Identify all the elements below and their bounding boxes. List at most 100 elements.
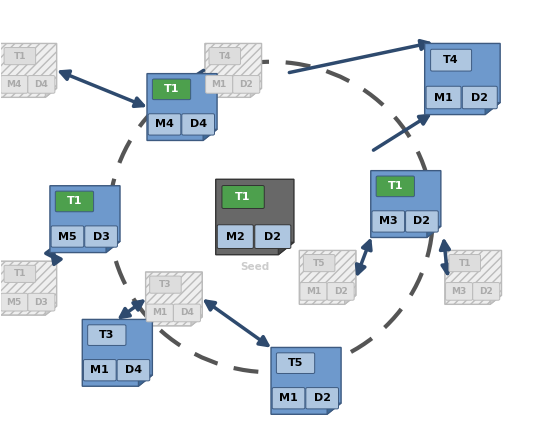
- FancyBboxPatch shape: [173, 304, 201, 322]
- Polygon shape: [345, 295, 356, 304]
- FancyBboxPatch shape: [150, 276, 181, 293]
- FancyBboxPatch shape: [55, 191, 94, 212]
- Text: M5: M5: [7, 298, 22, 307]
- FancyBboxPatch shape: [272, 388, 305, 409]
- FancyBboxPatch shape: [4, 265, 36, 283]
- Text: T1: T1: [67, 197, 82, 207]
- FancyBboxPatch shape: [233, 76, 260, 93]
- FancyBboxPatch shape: [146, 304, 173, 322]
- FancyBboxPatch shape: [304, 254, 335, 272]
- Polygon shape: [46, 88, 57, 97]
- Polygon shape: [425, 43, 500, 115]
- Text: M1: M1: [434, 92, 453, 102]
- FancyBboxPatch shape: [205, 76, 233, 93]
- Polygon shape: [427, 226, 441, 237]
- Polygon shape: [0, 43, 57, 97]
- Text: M2: M2: [226, 232, 244, 242]
- FancyBboxPatch shape: [1, 76, 28, 93]
- FancyBboxPatch shape: [300, 283, 327, 300]
- Text: M4: M4: [7, 80, 22, 89]
- Text: M3: M3: [379, 217, 398, 227]
- FancyBboxPatch shape: [28, 76, 55, 93]
- FancyBboxPatch shape: [255, 225, 291, 249]
- FancyBboxPatch shape: [117, 359, 150, 381]
- FancyBboxPatch shape: [376, 176, 415, 197]
- Text: T1: T1: [164, 84, 179, 94]
- Polygon shape: [327, 403, 341, 414]
- Polygon shape: [82, 319, 152, 386]
- FancyBboxPatch shape: [473, 283, 500, 300]
- Polygon shape: [445, 250, 501, 304]
- Text: D2: D2: [240, 80, 253, 89]
- FancyBboxPatch shape: [51, 226, 84, 247]
- Text: D4: D4: [190, 119, 207, 129]
- Text: T1: T1: [459, 259, 471, 268]
- Polygon shape: [50, 186, 120, 253]
- FancyBboxPatch shape: [152, 79, 191, 100]
- Text: T5: T5: [313, 259, 325, 268]
- FancyBboxPatch shape: [182, 114, 215, 135]
- Polygon shape: [371, 171, 441, 237]
- Polygon shape: [138, 375, 152, 386]
- FancyBboxPatch shape: [148, 114, 181, 135]
- Polygon shape: [191, 317, 202, 326]
- FancyBboxPatch shape: [4, 48, 36, 65]
- FancyBboxPatch shape: [28, 293, 55, 311]
- Text: T1: T1: [14, 270, 26, 278]
- Text: T1: T1: [388, 181, 403, 191]
- Text: T1: T1: [235, 192, 251, 202]
- FancyBboxPatch shape: [426, 86, 461, 109]
- FancyBboxPatch shape: [88, 325, 126, 345]
- Text: Seed: Seed: [240, 263, 269, 273]
- Text: T3: T3: [99, 330, 114, 340]
- Text: M1: M1: [211, 80, 227, 89]
- Text: M1: M1: [279, 393, 298, 403]
- Polygon shape: [146, 272, 202, 326]
- Polygon shape: [106, 241, 120, 253]
- FancyBboxPatch shape: [1, 293, 28, 311]
- Text: D2: D2: [334, 287, 347, 296]
- Text: D4: D4: [125, 365, 142, 375]
- Text: T4: T4: [443, 55, 459, 65]
- Text: M5: M5: [58, 231, 77, 242]
- Polygon shape: [271, 348, 341, 414]
- Text: D4: D4: [35, 80, 48, 89]
- Text: M1: M1: [152, 309, 167, 317]
- Text: T5: T5: [288, 358, 303, 368]
- Text: M3: M3: [451, 287, 467, 296]
- Polygon shape: [203, 129, 217, 141]
- Text: D2: D2: [264, 232, 281, 242]
- Polygon shape: [250, 88, 262, 97]
- FancyBboxPatch shape: [462, 86, 497, 109]
- Polygon shape: [205, 43, 262, 97]
- FancyBboxPatch shape: [372, 211, 405, 232]
- Text: D3: D3: [35, 298, 48, 307]
- Text: D2: D2: [314, 393, 331, 403]
- FancyBboxPatch shape: [85, 226, 118, 247]
- FancyBboxPatch shape: [276, 353, 315, 374]
- Text: D2: D2: [479, 287, 493, 296]
- Text: T1: T1: [14, 52, 26, 61]
- Polygon shape: [278, 242, 294, 255]
- Text: D2: D2: [472, 92, 488, 102]
- FancyBboxPatch shape: [217, 225, 253, 249]
- Polygon shape: [216, 179, 294, 255]
- FancyBboxPatch shape: [209, 48, 241, 65]
- FancyBboxPatch shape: [449, 254, 481, 272]
- Polygon shape: [485, 102, 500, 115]
- Text: T4: T4: [218, 52, 231, 61]
- Text: D2: D2: [414, 217, 430, 227]
- Polygon shape: [0, 261, 57, 315]
- FancyBboxPatch shape: [222, 185, 264, 208]
- Text: D4: D4: [180, 309, 194, 317]
- FancyBboxPatch shape: [306, 388, 339, 409]
- Text: M1: M1: [306, 287, 321, 296]
- Text: M4: M4: [155, 119, 174, 129]
- Polygon shape: [490, 295, 501, 304]
- FancyBboxPatch shape: [83, 359, 116, 381]
- Text: T3: T3: [159, 280, 172, 289]
- Polygon shape: [147, 74, 217, 141]
- Polygon shape: [299, 250, 356, 304]
- Text: D3: D3: [93, 231, 109, 242]
- FancyBboxPatch shape: [446, 283, 473, 300]
